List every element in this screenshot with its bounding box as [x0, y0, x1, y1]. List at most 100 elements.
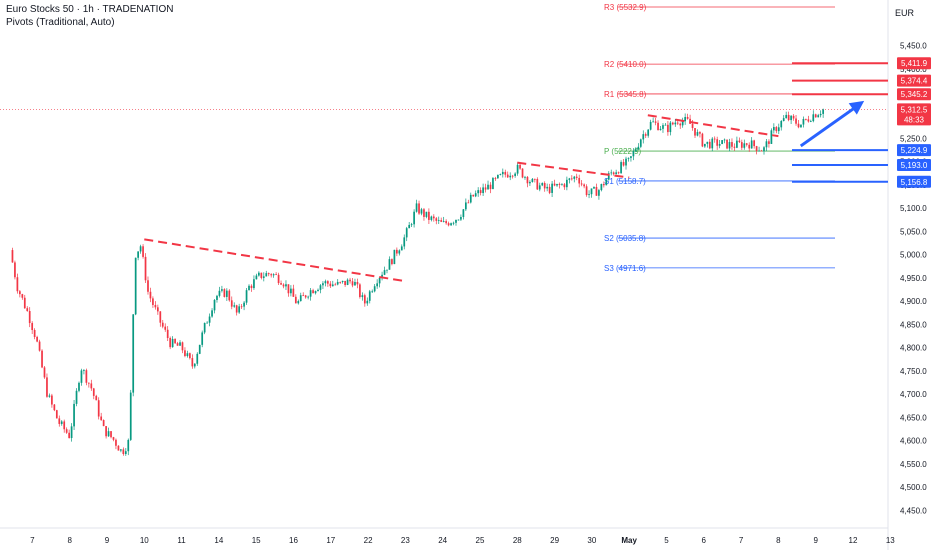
candle — [11, 250, 14, 263]
candle — [324, 281, 327, 284]
candle — [575, 176, 578, 178]
candle — [70, 426, 73, 439]
candle — [706, 141, 709, 144]
candle — [124, 451, 127, 455]
candle — [686, 116, 689, 119]
candle — [154, 304, 157, 308]
candle — [415, 203, 418, 212]
candle — [97, 400, 100, 417]
candle — [452, 222, 455, 224]
candle — [60, 421, 63, 424]
candle — [83, 370, 85, 371]
candle — [134, 257, 137, 315]
candle — [78, 382, 80, 391]
candle — [393, 249, 396, 265]
candle — [536, 179, 539, 190]
candle — [294, 296, 297, 304]
candle — [531, 178, 534, 182]
candle — [213, 299, 216, 311]
candle — [184, 350, 186, 357]
y-tick-label: 4,500.0 — [900, 483, 927, 492]
candle — [617, 172, 620, 174]
candle — [322, 283, 324, 286]
candle — [428, 211, 430, 220]
x-tick-label: 8 — [776, 536, 781, 545]
candle — [191, 358, 194, 367]
candle — [721, 140, 723, 145]
countdown-label: 48:33 — [904, 115, 925, 124]
price-tag-label: 5,193.0 — [901, 161, 928, 170]
pivot-label: S3 (4971.6) — [604, 264, 646, 273]
y-tick-label: 4,850.0 — [900, 320, 927, 329]
candle — [561, 184, 563, 186]
candle — [304, 295, 307, 298]
candle — [373, 286, 376, 292]
candle — [602, 184, 605, 186]
candle — [499, 174, 502, 175]
candle — [73, 403, 75, 427]
x-tick-label: 16 — [289, 536, 298, 545]
candle — [334, 284, 337, 286]
candle — [95, 395, 98, 401]
candle — [570, 178, 573, 180]
candle — [238, 306, 241, 313]
candle — [639, 139, 642, 147]
candle — [403, 237, 406, 247]
candle — [90, 383, 93, 389]
candle — [740, 142, 743, 148]
candle — [674, 122, 677, 125]
x-tick-label: 5 — [664, 536, 669, 545]
candle — [312, 290, 314, 294]
candle — [36, 336, 38, 342]
candle — [440, 220, 443, 222]
price-tag-label: 5,224.9 — [901, 146, 928, 155]
candle — [529, 181, 531, 184]
price-tag — [897, 175, 931, 188]
candle — [546, 186, 549, 189]
candle — [166, 329, 169, 339]
candle — [290, 288, 292, 294]
candle — [548, 186, 551, 193]
candle — [497, 174, 499, 179]
candle — [526, 176, 529, 184]
candle — [201, 332, 204, 345]
price-tag — [897, 88, 931, 101]
y-tick-label: 5,250.0 — [900, 134, 927, 143]
candle — [292, 288, 295, 297]
y-tick-label: 4,800.0 — [900, 344, 927, 353]
candle — [516, 164, 519, 174]
candle — [179, 342, 181, 346]
candle — [654, 121, 657, 123]
candle — [699, 132, 701, 134]
candle — [156, 307, 159, 312]
candle — [253, 279, 255, 289]
currency-label: EUR — [894, 8, 914, 18]
candle — [509, 175, 512, 178]
candle — [800, 124, 802, 128]
candle — [625, 158, 627, 166]
x-tick-label: 9 — [105, 536, 110, 545]
candle — [477, 190, 480, 194]
candle — [255, 275, 258, 280]
candle — [492, 178, 494, 190]
candle — [455, 219, 457, 223]
x-tick-label: 10 — [140, 536, 149, 545]
candle — [171, 338, 174, 348]
candle — [400, 246, 403, 251]
candle — [423, 209, 425, 217]
candle — [142, 246, 144, 257]
candle — [363, 295, 366, 304]
candle — [371, 291, 374, 293]
candle — [351, 281, 354, 286]
candle — [822, 109, 825, 114]
candle — [265, 273, 268, 277]
price-tag-label: 5,156.8 — [901, 178, 928, 187]
candle — [780, 121, 783, 128]
candle — [53, 404, 56, 411]
y-tick-label: 5,450.0 — [900, 42, 927, 51]
y-tick-label: 5,100.0 — [900, 204, 927, 213]
candle — [137, 251, 139, 258]
candle — [327, 281, 329, 284]
